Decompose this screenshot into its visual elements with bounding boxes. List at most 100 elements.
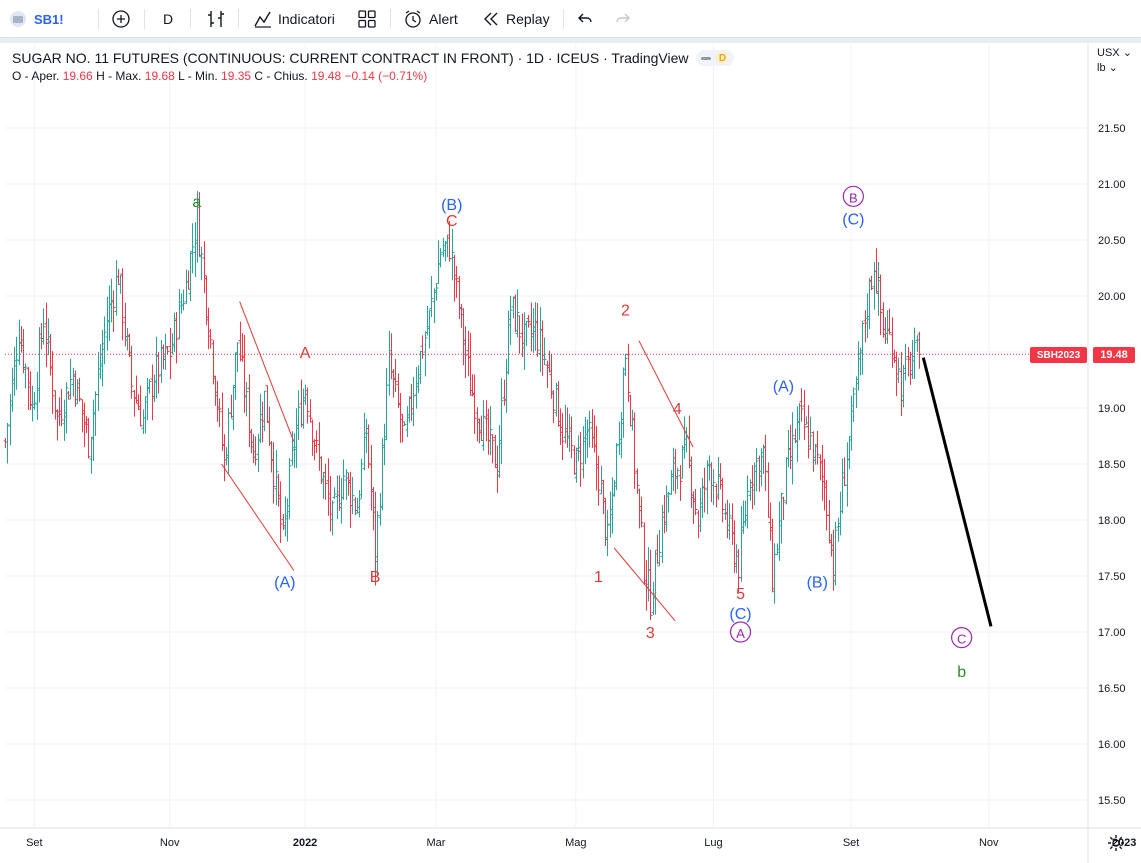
open-value: 19.66	[62, 69, 93, 83]
delayed-badge: D	[715, 51, 730, 65]
wave-label[interactable]: A	[736, 626, 745, 641]
y-tick-label: 20.00	[1098, 291, 1126, 303]
toolbar-divider	[563, 9, 564, 29]
projection-line[interactable]	[921, 357, 993, 627]
x-tick-label: Set	[843, 837, 860, 849]
alert-icon	[402, 8, 424, 30]
y-tick-label: 19.00	[1098, 403, 1126, 415]
wave-label[interactable]: 5	[736, 586, 745, 603]
wave-label[interactable]: (B)	[807, 575, 828, 592]
gear-icon	[1108, 835, 1124, 851]
change-value: −0.14 (−0.71%)	[344, 69, 428, 83]
x-tick-label: Nov	[979, 837, 999, 849]
data-status-badge[interactable]: D	[696, 50, 735, 66]
wave-label[interactable]: (A)	[773, 379, 794, 396]
wave-label[interactable]: (C)	[842, 212, 864, 229]
wave-label-circle	[842, 185, 864, 207]
chart-legend: SUGAR NO. 11 FUTURES (CONTINUOUS: CURREN…	[12, 50, 735, 83]
trend-line	[638, 340, 694, 448]
trend-line	[613, 547, 676, 622]
wave-label[interactable]: 4	[673, 401, 682, 418]
wave-label[interactable]: A	[300, 345, 311, 362]
chevron-down-icon: ⌄	[1108, 62, 1118, 74]
close-value: 19.48	[311, 69, 342, 83]
wave-label[interactable]: (A)	[274, 575, 295, 592]
y-tick-label: 16.00	[1098, 739, 1126, 751]
symbol-logo-icon	[8, 9, 28, 29]
y-tick-label: 18.00	[1098, 515, 1126, 527]
wave-label[interactable]: C	[957, 632, 966, 647]
low-label: L - Min.	[178, 69, 218, 83]
replay-label: Replay	[506, 11, 550, 27]
interval-label: D	[163, 11, 174, 27]
y-tick-label: 21.50	[1098, 123, 1126, 135]
wave-label[interactable]: (C)	[729, 606, 751, 623]
high-value: 19.68	[144, 69, 175, 83]
bar-style-icon	[205, 8, 227, 30]
wave-label[interactable]: B	[370, 569, 381, 586]
open-label: O - Aper.	[12, 69, 60, 83]
interval-button[interactable]: D	[163, 0, 173, 38]
y-tick-label: 18.50	[1098, 459, 1126, 471]
replay-button[interactable]: Replay	[481, 0, 550, 38]
symbol-search-button[interactable]: SB1!	[8, 0, 64, 38]
wave-label[interactable]: b	[957, 664, 966, 681]
indicators-icon	[252, 8, 274, 30]
symbol-label: SB1!	[34, 11, 64, 27]
x-tick-label: Lug	[704, 837, 722, 849]
undo-button[interactable]	[575, 0, 595, 38]
toolbar-chart-separator	[0, 38, 1141, 43]
symbol-description[interactable]: SUGAR NO. 11 FUTURES (CONTINUOUS: CURREN…	[12, 50, 689, 66]
close-label: C - Chius.	[254, 69, 308, 83]
redo-button[interactable]	[613, 0, 633, 38]
wave-label[interactable]: B	[849, 190, 858, 205]
price-series	[3, 191, 922, 621]
wave-label[interactable]: 2	[621, 302, 630, 319]
x-tick-label: Mag	[565, 837, 586, 849]
wave-label[interactable]: (B)	[441, 197, 462, 214]
currency-unit-selector[interactable]: USX ⌄ lb ⌄	[1097, 46, 1132, 76]
high-label: H - Max.	[96, 69, 142, 83]
indicators-button[interactable]: Indicatori	[252, 0, 335, 38]
chart-axes: 21.5021.0020.5020.0019.5019.0018.5018.00…	[0, 44, 1141, 863]
market-status-icon	[701, 56, 712, 60]
low-value: 19.35	[221, 69, 252, 83]
toolbar-divider	[144, 9, 145, 29]
legend-ohlc-row: O - Aper. 19.66 H - Max. 19.68 L - Min. …	[12, 69, 734, 83]
wave-label[interactable]: a	[192, 194, 201, 211]
currency-label: USX	[1097, 47, 1120, 59]
wave-label-circle	[729, 621, 752, 643]
trend-line	[221, 463, 295, 571]
wave-label[interactable]: 3	[646, 625, 655, 642]
wave-label[interactable]: C	[446, 213, 458, 230]
layout-grid-icon	[356, 8, 378, 30]
trend-line	[239, 301, 295, 442]
redo-icon	[613, 9, 633, 29]
x-tick-label: Set	[26, 837, 43, 849]
y-tick-label: 17.50	[1098, 571, 1126, 583]
undo-icon	[575, 9, 595, 29]
compare-symbol-button[interactable]	[110, 0, 132, 38]
indicators-label: Indicatori	[278, 11, 335, 27]
chart-style-button[interactable]	[205, 0, 227, 38]
toolbar-divider	[98, 9, 99, 29]
last-price-label: 19.48	[1093, 347, 1135, 363]
y-tick-label: 15.50	[1098, 795, 1126, 807]
y-tick-label: 17.00	[1098, 627, 1126, 639]
wave-label-circle	[951, 626, 973, 649]
replay-icon	[481, 9, 501, 29]
layout-button[interactable]	[356, 0, 378, 38]
x-tick-label: Mar	[426, 837, 445, 849]
alert-label: Alert	[429, 11, 458, 27]
toolbar-divider	[190, 9, 191, 29]
y-tick-label: 16.50	[1098, 683, 1126, 695]
y-tick-label: 20.50	[1098, 235, 1126, 247]
top-toolbar: SB1! D Indicatori Alert R	[0, 0, 1141, 38]
contract-label: SBH2023	[1030, 347, 1087, 363]
alert-button[interactable]: Alert	[402, 0, 458, 38]
settings-button[interactable]	[1106, 833, 1126, 853]
chevron-down-icon: ⌄	[1122, 47, 1132, 59]
wave-label[interactable]: 1	[594, 569, 603, 586]
